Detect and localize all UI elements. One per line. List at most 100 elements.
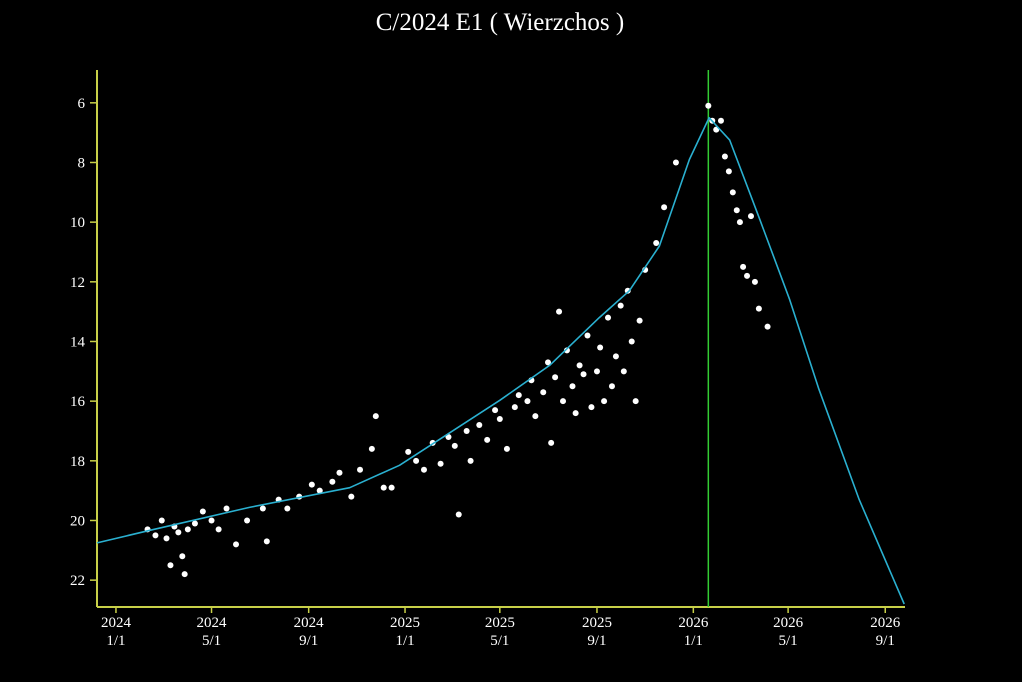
observation-point	[733, 207, 740, 214]
observation-point	[484, 436, 491, 443]
x-tick-label: 2024 1/1	[101, 615, 132, 649]
observation-point	[233, 541, 240, 548]
observation-point	[467, 457, 474, 464]
observation-point	[632, 398, 639, 405]
observation-point	[175, 529, 182, 536]
observation-point	[563, 347, 570, 354]
observation-point	[259, 505, 266, 512]
y-tick-label: 8	[78, 155, 86, 171]
observation-point	[560, 398, 567, 405]
observation-point	[572, 410, 579, 417]
observation-point	[736, 219, 743, 226]
observation-point	[705, 102, 712, 109]
observation-point	[584, 332, 591, 339]
observation-point	[612, 353, 619, 360]
observation-point	[463, 427, 470, 434]
observation-point	[747, 213, 754, 220]
observation-point	[751, 278, 758, 285]
observation-point	[284, 505, 291, 512]
observation-point	[308, 481, 315, 488]
observation-point	[511, 404, 518, 411]
observation-point	[368, 445, 375, 452]
x-tick-label: 2025 9/1	[582, 615, 612, 649]
observation-point	[179, 553, 186, 560]
observation-point	[184, 526, 191, 533]
observation-point	[552, 374, 559, 381]
observation-point	[580, 371, 587, 378]
observation-point	[380, 484, 387, 491]
observation-point	[492, 407, 499, 414]
observation-point	[215, 526, 222, 533]
x-tick-label: 2026 5/1	[773, 615, 804, 649]
observation-point	[413, 457, 420, 464]
x-tick-label: 2026 9/1	[870, 615, 901, 649]
chart-title: C/2024 E1 ( Wierzchos )	[376, 9, 624, 36]
observation-point	[348, 493, 355, 500]
observation-point	[620, 368, 627, 375]
observation-point	[420, 466, 427, 473]
y-tick-label: 10	[70, 215, 85, 231]
y-tick-label: 6	[78, 96, 86, 112]
observation-point	[191, 520, 198, 527]
x-tick-label: 2024 9/1	[294, 615, 325, 649]
observation-point	[357, 466, 364, 473]
observation-point	[223, 505, 230, 512]
observation-point	[548, 439, 555, 446]
observation-point	[152, 532, 159, 539]
observation-point	[336, 469, 343, 476]
observation-point	[605, 314, 612, 321]
observation-point	[597, 344, 604, 351]
fit-curve	[96, 116, 905, 605]
observation-point	[653, 240, 660, 247]
observation-point	[405, 448, 412, 455]
observation-point	[167, 562, 174, 569]
observation-point	[608, 383, 615, 390]
observation-point	[721, 153, 728, 160]
observation-point	[316, 487, 323, 494]
observation-point	[158, 517, 165, 524]
observation-point	[755, 305, 762, 312]
observation-point	[672, 159, 679, 166]
observation-point	[764, 323, 771, 330]
observation-point	[329, 478, 336, 485]
y-tick-label: 18	[70, 454, 85, 470]
observation-point	[503, 445, 510, 452]
observation-point	[576, 362, 583, 369]
observation-point	[624, 287, 631, 294]
observation-point	[524, 398, 531, 405]
observation-point	[725, 168, 732, 175]
y-tick-label: 14	[70, 334, 86, 350]
observation-point	[437, 460, 444, 467]
observation-point	[729, 189, 736, 196]
observation-point	[244, 517, 251, 524]
observation-point	[593, 368, 600, 375]
x-tick-label: 2025 1/1	[390, 615, 420, 649]
observation-point	[556, 308, 563, 315]
observation-point	[208, 517, 215, 524]
observation-point	[740, 263, 747, 270]
observation-point	[455, 511, 462, 518]
observation-point	[544, 359, 551, 366]
observation-point	[569, 383, 576, 390]
observation-point	[636, 317, 643, 324]
observation-point	[717, 117, 724, 124]
x-tick-label: 2024 5/1	[197, 615, 228, 649]
observation-point	[388, 484, 395, 491]
observation-point	[181, 571, 188, 578]
observation-point	[601, 398, 608, 405]
y-tick-label: 16	[70, 394, 86, 410]
observation-point	[617, 302, 624, 309]
observation-point	[744, 272, 751, 279]
observation-point	[540, 389, 547, 396]
observation-point	[628, 338, 635, 345]
observation-point	[496, 416, 503, 423]
y-tick-label: 20	[70, 513, 85, 529]
observation-point	[532, 413, 539, 420]
observation-point	[451, 442, 458, 449]
observation-point	[515, 392, 522, 399]
x-tick-label: 2026 1/1	[678, 615, 709, 649]
observation-point	[263, 538, 270, 545]
x-tick-label: 2025 5/1	[485, 615, 515, 649]
